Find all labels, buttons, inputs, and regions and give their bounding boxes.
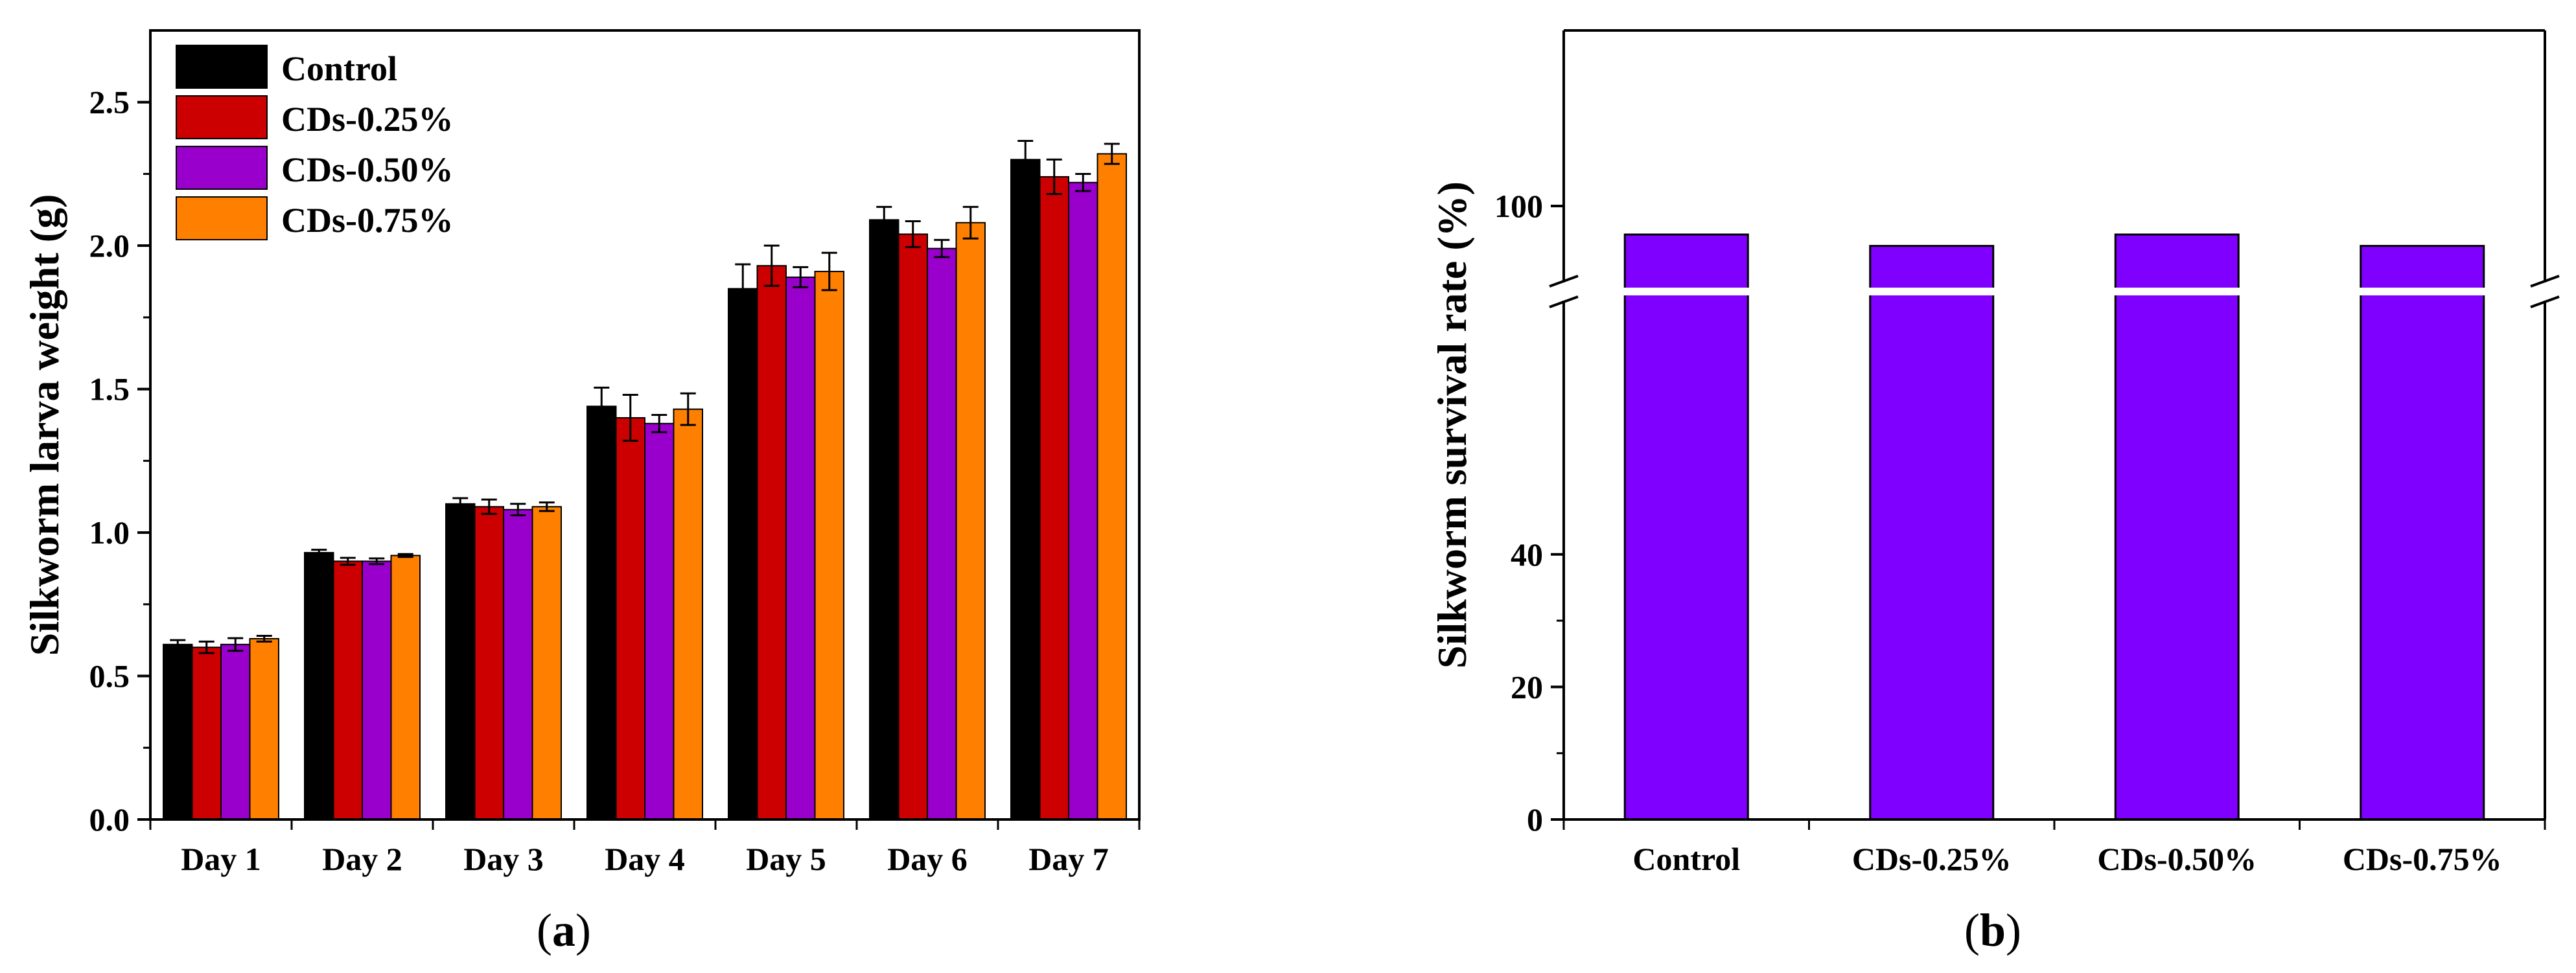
bar-Control-Day 4 — [586, 406, 617, 820]
y-tick-label-b: 100 — [1494, 188, 1543, 224]
panel-label-b: (b) — [1964, 904, 2021, 956]
bar-CDs-0.50%-Day 4 — [644, 422, 675, 820]
y-tick-label-a: 1.0 — [89, 514, 130, 551]
x-tick-label-a: Day 5 — [746, 841, 826, 877]
bar-CDs-0.25%-Day 4 — [615, 417, 645, 820]
bar-Control-Day 3 — [445, 503, 476, 820]
y-tick-label-a: 2.5 — [89, 84, 130, 120]
bar-CDs-0.75%-Day 7 — [1097, 153, 1127, 820]
y-tick-label-a: 1.5 — [89, 371, 130, 407]
bar-CDs-0.25%-Day 3 — [474, 506, 504, 820]
y-tick-label-a: 0.5 — [89, 658, 130, 694]
bar-Control-Day 5 — [728, 288, 758, 821]
axis-break-gap-CDs-0.25% — [1867, 288, 1996, 295]
bar-CDs-0.75%-Day 6 — [955, 222, 986, 820]
x-tick-label-a: Day 2 — [322, 841, 402, 877]
legend-swatch-CDs-0.25% — [176, 95, 268, 139]
bar-CDs-0.75%-Day 3 — [531, 506, 562, 820]
axis-break-mark-lower-left — [1549, 295, 1579, 308]
bar-Control-Day 2 — [304, 552, 334, 820]
x-tick-label-a: Day 3 — [463, 841, 544, 877]
bar-CDs-0.25%-Day 7 — [1039, 176, 1069, 821]
x-tick-label-b: CDs-0.50% — [2097, 841, 2257, 877]
panel-label-a: (a) — [537, 904, 591, 956]
legend-label-CDs-0.25%: CDs-0.25% — [281, 100, 454, 139]
legend-label-Control: Control — [281, 49, 397, 88]
chart-a-weight: 0.0 0.5 1.0 1.5 2.0 2.5 Day 1 Day 2 Day 3 Day 4 Da… — [21, 29, 1141, 877]
chart-b-survival: 0 20 40 100 Control CDs-0.25% CDs-0.50% CDs-0.7… — [1429, 29, 2560, 877]
bar-CDs-0.50%-Day 3 — [503, 509, 533, 821]
axis-break-mark-upper-left — [1549, 275, 1579, 288]
y-tick-label-a: 2.0 — [89, 227, 130, 264]
x-tick-label-a: Day 1 — [181, 841, 261, 877]
x-tick-label-b: Control — [1632, 841, 1740, 877]
bar-CDs-0.75%-Day 4 — [673, 408, 703, 820]
y-tick-label-b: 20 — [1511, 669, 1543, 705]
bar-CDs-0.75%-Day 1 — [249, 637, 279, 820]
bar-CDs-0.25%-Day 5 — [756, 265, 787, 821]
bar-CDs-0.25%-Day 6 — [898, 233, 928, 820]
bar-CDs-0.25%-Day 2 — [332, 560, 363, 821]
axis-break-mark-lower-right — [2530, 295, 2560, 308]
legend-swatch-CDs-0.50% — [176, 146, 268, 190]
y-tick-label-b: 0 — [1527, 801, 1543, 838]
legend-swatch-CDs-0.75% — [176, 196, 268, 240]
bar-Control-Day 6 — [869, 219, 899, 820]
bar-CDs-0.50%-Day 6 — [927, 247, 957, 820]
bar-CDs-0.50%-Day 1 — [220, 643, 251, 820]
x-tick-label-b: CDs-0.25% — [1852, 841, 2012, 877]
bar-CDs-0.50%-Day 7 — [1068, 181, 1098, 820]
plot-frame-a — [149, 29, 1141, 821]
bar-CDs-0.75%-Day 5 — [814, 271, 844, 820]
bar-survival-Control — [1623, 233, 1749, 821]
y-tick-label-a: 0.0 — [89, 801, 130, 838]
axis-break-gap-Control — [1622, 288, 1751, 295]
bar-CDs-0.75%-Day 2 — [390, 555, 421, 820]
y-tick-label-b: 40 — [1511, 536, 1543, 573]
x-tick-label-a: Day 7 — [1028, 841, 1109, 877]
bar-Control-Day 7 — [1010, 159, 1041, 821]
axis-break-gap-CDs-0.50% — [2113, 288, 2242, 295]
y-axis-title-b: Silkworm survival rate (%) — [1429, 181, 1475, 669]
bar-CDs-0.50%-Day 2 — [362, 560, 392, 821]
x-tick-label-a: Day 6 — [887, 841, 968, 877]
x-tick-label-b: CDs-0.75% — [2343, 841, 2502, 877]
legend-label-CDs-0.75%: CDs-0.75% — [281, 201, 454, 240]
axis-break-mark-upper-right — [2530, 275, 2560, 288]
bar-survival-CDs-0.25% — [1869, 245, 1995, 821]
x-tick-label-a: Day 4 — [605, 841, 685, 877]
axis-break-gap-CDs-0.75% — [2358, 288, 2487, 295]
bar-survival-CDs-0.75% — [2360, 245, 2485, 821]
legend-swatch-Control — [176, 45, 268, 89]
bar-Control-Day 1 — [163, 643, 193, 820]
bar-CDs-0.50%-Day 5 — [785, 276, 816, 821]
legend-label-CDs-0.50%: CDs-0.50% — [281, 150, 454, 189]
y-axis-title-a: Silkworm larva weight (g) — [21, 194, 67, 656]
bar-survival-CDs-0.50% — [2114, 233, 2240, 821]
bar-CDs-0.25%-Day 1 — [191, 647, 222, 820]
